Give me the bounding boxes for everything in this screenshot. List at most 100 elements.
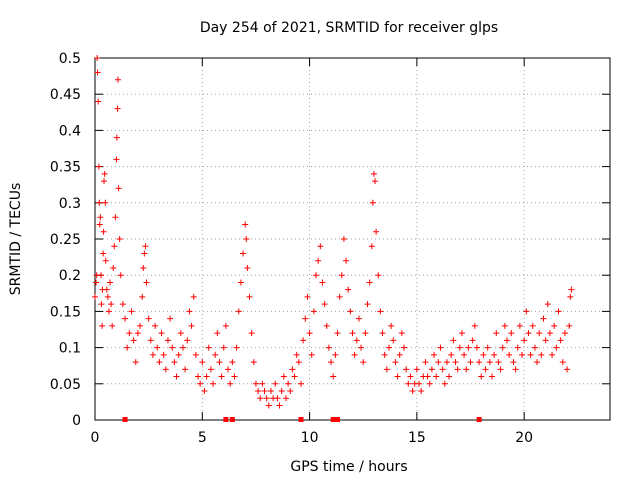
data-point bbox=[385, 344, 392, 351]
data-point bbox=[235, 308, 242, 315]
x-tick-label: 15 bbox=[408, 430, 426, 446]
data-point bbox=[321, 301, 328, 308]
data-point bbox=[519, 351, 526, 358]
data-point bbox=[93, 279, 100, 286]
data-point bbox=[338, 272, 345, 279]
data-point bbox=[315, 257, 322, 264]
data-point bbox=[435, 359, 442, 366]
data-point bbox=[360, 359, 367, 366]
data-point bbox=[216, 359, 223, 366]
data-point bbox=[100, 228, 107, 235]
data-point bbox=[197, 380, 204, 387]
data-point bbox=[177, 330, 184, 337]
plot-frame bbox=[94, 57, 611, 421]
data-point bbox=[355, 315, 362, 322]
x-axis-label: GPS time / hours bbox=[290, 459, 407, 475]
data-point bbox=[334, 330, 341, 337]
y-tick-label: 0.1 bbox=[59, 341, 81, 357]
data-point bbox=[156, 359, 163, 366]
data-point bbox=[409, 388, 416, 395]
data-point bbox=[566, 322, 573, 329]
data-point bbox=[508, 330, 515, 337]
data-point bbox=[113, 156, 120, 163]
data-point bbox=[101, 170, 108, 177]
data-point bbox=[540, 315, 547, 322]
y-tick-label: 0.35 bbox=[50, 160, 81, 176]
data-point bbox=[340, 236, 347, 242]
data-point bbox=[111, 243, 118, 250]
data-point bbox=[95, 98, 102, 105]
data-point bbox=[147, 337, 154, 344]
data-point bbox=[467, 359, 474, 366]
data-point bbox=[323, 322, 330, 329]
data-point bbox=[330, 373, 337, 380]
data-point bbox=[484, 344, 491, 351]
data-point bbox=[439, 366, 446, 373]
data-point bbox=[473, 344, 480, 351]
data-point bbox=[274, 395, 281, 402]
x-tick-label: 0 bbox=[91, 430, 100, 446]
data-point bbox=[92, 293, 98, 300]
data-point bbox=[461, 351, 468, 358]
data-point bbox=[250, 359, 257, 366]
data-point bbox=[109, 322, 116, 329]
zero-marker bbox=[298, 417, 304, 422]
data-point bbox=[549, 351, 556, 358]
data-point bbox=[237, 279, 244, 286]
data-point bbox=[233, 344, 240, 351]
data-point bbox=[394, 373, 401, 380]
data-point bbox=[373, 228, 380, 235]
data-point bbox=[454, 366, 461, 373]
data-point bbox=[388, 322, 395, 329]
data-point bbox=[480, 351, 487, 358]
data-point bbox=[370, 170, 377, 177]
data-point bbox=[96, 199, 103, 206]
data-point bbox=[463, 366, 470, 373]
data-point bbox=[396, 351, 403, 358]
data-point bbox=[422, 359, 429, 366]
data-point bbox=[437, 344, 444, 351]
data-point bbox=[102, 199, 109, 206]
zero-marker bbox=[122, 417, 128, 422]
data-point bbox=[567, 293, 574, 300]
y-tick-label: 0.45 bbox=[50, 87, 81, 103]
data-point bbox=[128, 308, 135, 315]
zero-marker bbox=[334, 417, 340, 422]
data-point bbox=[188, 322, 195, 329]
data-point bbox=[244, 264, 251, 271]
data-point bbox=[252, 380, 259, 387]
data-point bbox=[229, 359, 236, 366]
data-point bbox=[304, 293, 311, 300]
data-point bbox=[561, 330, 568, 337]
data-point bbox=[141, 250, 148, 257]
data-point bbox=[504, 337, 510, 344]
y-tick-label: 0.15 bbox=[50, 304, 81, 320]
data-point bbox=[345, 286, 352, 293]
axis-ticks bbox=[94, 57, 610, 421]
chart-title: Day 254 of 2021, SRMTID for receiver glp… bbox=[200, 20, 498, 36]
data-point bbox=[551, 322, 558, 329]
data-point bbox=[103, 286, 110, 293]
data-point bbox=[158, 330, 165, 337]
data-point bbox=[139, 293, 146, 300]
data-point bbox=[398, 330, 405, 337]
data-point bbox=[143, 279, 150, 286]
data-point bbox=[523, 308, 530, 315]
data-point bbox=[207, 366, 214, 373]
data-point bbox=[240, 250, 247, 257]
data-point bbox=[94, 55, 101, 61]
data-point bbox=[431, 351, 438, 358]
zero-marker bbox=[223, 417, 229, 422]
data-point bbox=[529, 322, 536, 329]
data-point bbox=[510, 359, 517, 366]
data-point bbox=[113, 134, 120, 141]
data-point bbox=[486, 359, 493, 366]
data-point bbox=[319, 279, 326, 286]
data-point bbox=[102, 257, 109, 264]
data-point bbox=[280, 373, 287, 380]
y-tick-labels: 0 0.05 0.1 0.15 0.2 0.25 0.3 0.35 0.4 0.45 0.5 bbox=[50, 51, 81, 429]
zero-marker bbox=[330, 417, 336, 422]
data-point bbox=[272, 380, 279, 387]
data-point bbox=[383, 366, 390, 373]
